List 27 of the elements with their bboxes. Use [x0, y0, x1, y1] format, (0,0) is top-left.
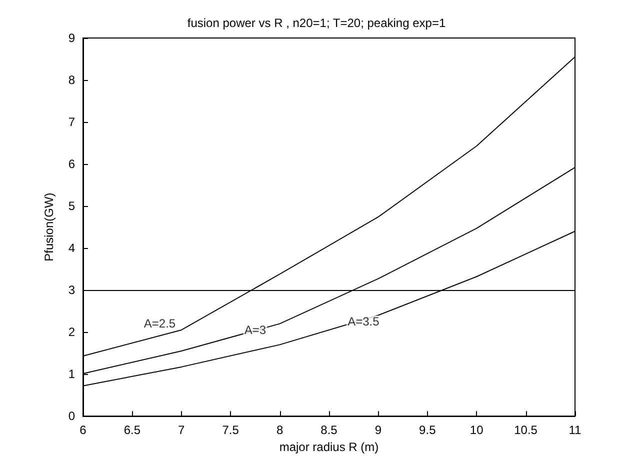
- annotation: A=3.5: [348, 314, 380, 329]
- y-tick-label: 2: [68, 325, 76, 340]
- x-tick-label: 8.5: [320, 423, 338, 438]
- x-tick-label: 6.5: [124, 423, 141, 438]
- y-tick-label: 5: [68, 199, 76, 214]
- annotation: A=3: [244, 322, 266, 337]
- y-tick-label: 6: [68, 157, 76, 172]
- chart-title: fusion power vs R , n20=1; T=20; peaking exp=1: [187, 16, 446, 30]
- y-tick-label: 1: [68, 367, 76, 382]
- y-tick-label: 9: [68, 31, 76, 45]
- x-tick-label: 10: [470, 423, 484, 438]
- x-tick-label: 9.5: [419, 423, 436, 438]
- x-tick-label: 7: [178, 423, 186, 438]
- x-tick-label: 11: [568, 423, 582, 438]
- x-tick-label: 7.5: [222, 423, 240, 438]
- y-tick-label: 0: [68, 409, 76, 424]
- y-tick-label: 8: [68, 73, 76, 88]
- x-tick-label: 9: [374, 423, 382, 438]
- y-tick-label: 7: [68, 115, 76, 130]
- y-tick-label: 4: [68, 241, 76, 256]
- x-tick-label: 8: [276, 423, 284, 438]
- annotation: A=2.5: [144, 316, 176, 331]
- y-axis-title: Pfusion(GW): [42, 192, 56, 262]
- x-tick-label: 6: [80, 423, 87, 438]
- x-tick-label: 10.5: [514, 423, 538, 438]
- x-axis-title: major radius R (m): [279, 440, 379, 454]
- y-tick-label: 3: [68, 283, 76, 298]
